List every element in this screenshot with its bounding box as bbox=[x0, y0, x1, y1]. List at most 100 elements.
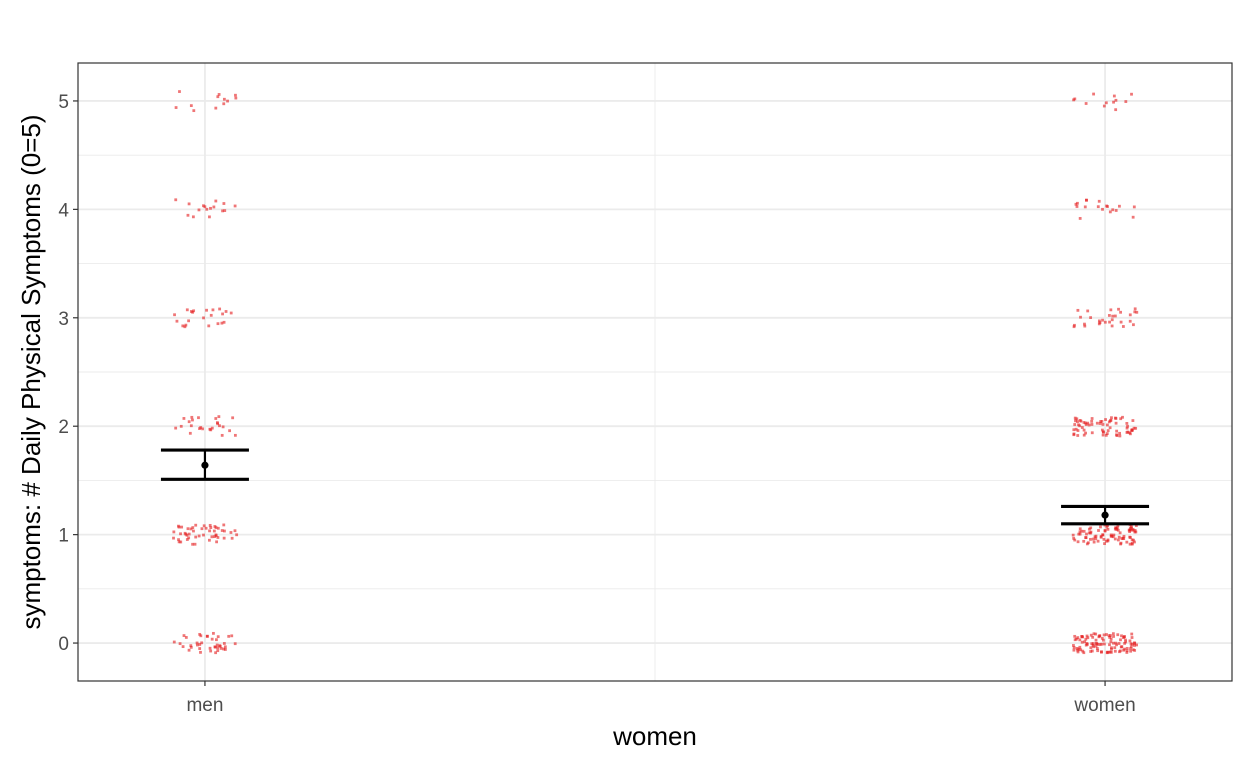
data-point bbox=[177, 538, 180, 542]
data-point bbox=[1134, 524, 1138, 527]
data-point bbox=[1110, 646, 1113, 650]
data-point bbox=[210, 426, 214, 430]
data-point bbox=[230, 634, 234, 638]
data-point bbox=[1128, 530, 1131, 534]
data-point bbox=[1094, 638, 1098, 642]
data-point bbox=[231, 416, 235, 420]
data-point bbox=[1099, 525, 1102, 529]
data-point bbox=[191, 526, 195, 529]
data-point bbox=[1075, 647, 1079, 650]
data-point bbox=[190, 415, 194, 419]
data-point bbox=[1094, 537, 1098, 541]
data-point bbox=[1082, 539, 1086, 543]
data-point bbox=[1122, 534, 1126, 538]
data-point bbox=[223, 209, 227, 212]
data-point bbox=[1117, 307, 1120, 311]
data-point bbox=[1108, 636, 1112, 639]
data-point bbox=[1074, 427, 1078, 431]
data-point bbox=[186, 213, 190, 217]
data-point bbox=[1108, 643, 1111, 647]
data-point bbox=[1084, 431, 1087, 435]
data-point bbox=[220, 321, 224, 325]
data-point bbox=[1072, 325, 1076, 329]
data-point bbox=[214, 417, 218, 420]
data-point bbox=[222, 523, 226, 527]
data-point bbox=[1109, 308, 1113, 312]
data-point bbox=[1109, 533, 1113, 537]
data-point bbox=[1097, 322, 1101, 326]
data-point bbox=[1115, 526, 1119, 530]
data-point bbox=[1109, 418, 1113, 422]
data-point bbox=[1121, 325, 1125, 328]
x-tick-label: women bbox=[1073, 695, 1135, 716]
data-point bbox=[1124, 100, 1128, 103]
data-point bbox=[1078, 217, 1082, 220]
data-points bbox=[172, 90, 1139, 655]
data-point bbox=[222, 202, 226, 205]
data-point bbox=[194, 523, 198, 527]
data-point bbox=[222, 642, 226, 645]
data-point bbox=[1109, 640, 1113, 644]
data-point bbox=[182, 417, 186, 420]
data-point bbox=[1125, 540, 1129, 544]
data-point bbox=[1113, 649, 1117, 653]
data-point bbox=[1128, 313, 1132, 317]
data-point bbox=[1118, 204, 1121, 208]
data-point bbox=[185, 538, 189, 541]
data-point bbox=[205, 207, 209, 211]
data-point bbox=[1102, 430, 1105, 434]
data-point bbox=[235, 533, 239, 537]
data-point bbox=[1108, 426, 1112, 430]
data-point bbox=[181, 324, 185, 328]
data-point bbox=[1101, 207, 1104, 211]
grid-minor bbox=[78, 63, 1232, 681]
data-point bbox=[1084, 637, 1088, 641]
data-point bbox=[181, 645, 185, 649]
data-point bbox=[1114, 421, 1118, 425]
data-point bbox=[1128, 542, 1132, 546]
data-point bbox=[1075, 417, 1079, 421]
data-point bbox=[215, 540, 219, 544]
y-axis: 0 1 2 3 4 5 bbox=[58, 92, 78, 655]
data-point bbox=[1129, 647, 1132, 651]
data-point bbox=[1110, 318, 1114, 322]
data-point bbox=[1102, 104, 1106, 108]
data-point bbox=[1071, 533, 1075, 537]
data-point bbox=[1123, 641, 1127, 645]
data-point bbox=[1109, 650, 1113, 654]
data-point bbox=[213, 535, 216, 539]
data-point bbox=[192, 109, 196, 113]
data-point bbox=[222, 536, 226, 540]
data-point bbox=[1110, 416, 1113, 420]
data-point bbox=[1113, 646, 1117, 650]
data-point bbox=[1085, 634, 1089, 638]
data-point bbox=[216, 649, 220, 653]
data-point bbox=[1084, 643, 1088, 647]
data-point bbox=[223, 645, 227, 649]
data-point bbox=[187, 648, 191, 652]
data-point bbox=[172, 536, 175, 540]
data-point bbox=[172, 530, 176, 534]
data-point bbox=[1129, 649, 1133, 653]
data-point bbox=[1120, 645, 1124, 649]
data-point bbox=[1130, 636, 1134, 639]
data-point bbox=[1080, 426, 1084, 429]
data-point bbox=[1091, 537, 1095, 541]
data-point bbox=[198, 647, 202, 650]
data-point bbox=[183, 531, 187, 535]
data-point bbox=[1080, 529, 1084, 533]
data-point bbox=[197, 416, 200, 420]
y-tick-label: 3 bbox=[58, 309, 69, 330]
data-point bbox=[184, 323, 188, 327]
data-point bbox=[175, 319, 179, 323]
data-point bbox=[1106, 524, 1109, 527]
data-point bbox=[1075, 205, 1079, 208]
data-point bbox=[1130, 92, 1133, 96]
x-axis-title: women bbox=[612, 721, 697, 751]
summary-error-bars bbox=[160, 448, 1150, 526]
data-point bbox=[1112, 94, 1116, 98]
data-point bbox=[1125, 649, 1129, 653]
data-point bbox=[1099, 535, 1103, 539]
data-point bbox=[1116, 528, 1120, 532]
